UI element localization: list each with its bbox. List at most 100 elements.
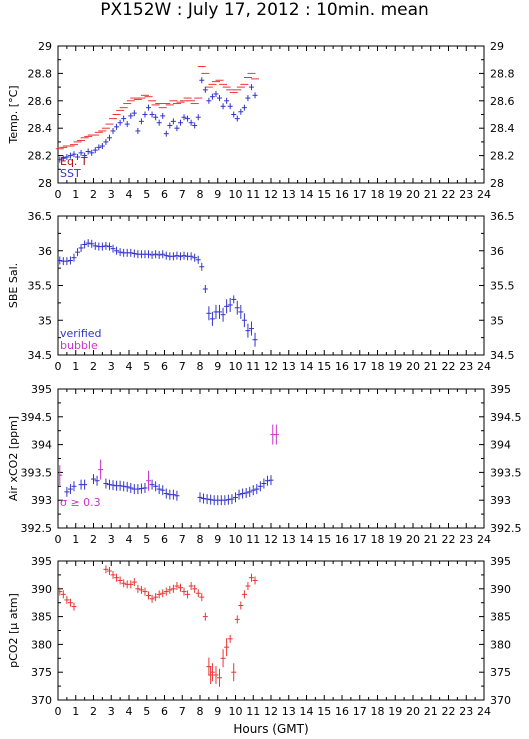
y-tick-label-left: 34.5 xyxy=(28,349,53,362)
x-tick-label: 4 xyxy=(126,360,133,373)
x-axis-label: Hours (GMT) xyxy=(233,722,308,736)
y-axis-label: Temp. [°C] xyxy=(7,85,20,144)
y-tick-label-left: 393.5 xyxy=(21,466,53,479)
x-tick-label: 16 xyxy=(335,705,349,718)
x-tick-label: 6 xyxy=(161,705,168,718)
y-tick-label-left: 385 xyxy=(31,611,52,624)
y-tick-label-left: 35 xyxy=(38,314,52,327)
y-tick-label-left: 395 xyxy=(31,555,52,568)
x-tick-label: 0 xyxy=(55,533,62,546)
x-tick-label: 15 xyxy=(317,533,331,546)
x-tick-label: 13 xyxy=(282,533,296,546)
y-tick-label-right: 35.5 xyxy=(490,280,515,293)
x-tick-label: 6 xyxy=(161,360,168,373)
x-tick-label: 23 xyxy=(459,533,473,546)
x-tick-label: 12 xyxy=(264,533,278,546)
x-tick-label: 18 xyxy=(371,533,385,546)
x-tick-label: 14 xyxy=(300,360,314,373)
y-tick-label-left: 370 xyxy=(31,694,52,707)
y-tick-label-left: 393 xyxy=(31,494,52,507)
x-tick-label: 5 xyxy=(143,533,150,546)
x-tick-label: 12 xyxy=(264,188,278,201)
x-tick-label: 0 xyxy=(55,188,62,201)
x-tick-label: 18 xyxy=(371,188,385,201)
x-tick-label: 22 xyxy=(442,533,456,546)
x-tick-label: 23 xyxy=(459,188,473,201)
x-tick-label: 11 xyxy=(246,188,260,201)
y-tick-label-right: 34.5 xyxy=(490,349,515,362)
x-tick-label: 3 xyxy=(108,188,115,201)
x-tick-label: 4 xyxy=(126,705,133,718)
x-tick-label: 13 xyxy=(282,360,296,373)
x-tick-label: 12 xyxy=(264,360,278,373)
x-tick-label: 11 xyxy=(246,533,260,546)
y-tick-label-right: 394.5 xyxy=(490,411,522,424)
x-tick-label: 10 xyxy=(229,188,243,201)
x-tick-label: 9 xyxy=(214,188,221,201)
x-tick-label: 21 xyxy=(424,533,438,546)
x-tick-label: 13 xyxy=(282,188,296,201)
x-tick-label: 4 xyxy=(126,188,133,201)
x-tick-label: 7 xyxy=(179,705,186,718)
x-tick-label: 22 xyxy=(442,360,456,373)
x-tick-label: 19 xyxy=(388,188,402,201)
x-tick-label: 12 xyxy=(264,705,278,718)
y-tick-label-right: 28.2 xyxy=(490,150,515,163)
y-tick-label-right: 385 xyxy=(490,611,511,624)
panel-salinity: 0 1 2 3 4 5 6 7 8 9 10 11 12 13 14 15 16 17 18 19 20 21 22 23 24… xyxy=(7,210,515,373)
series-pco2-data xyxy=(57,565,258,687)
x-tick-label: 21 xyxy=(424,705,438,718)
x-tick-label: 3 xyxy=(108,533,115,546)
x-tick-label: 19 xyxy=(388,705,402,718)
x-tick-label: 20 xyxy=(406,705,420,718)
y-tick-label-left: 28 xyxy=(38,177,52,190)
y-tick-label-left: 394.5 xyxy=(21,411,53,424)
x-tick-label: 2 xyxy=(90,533,97,546)
panel-pco2: 0 1 2 3 4 5 6 7 8 9 10 11 12 13 14 15 16 17 18 19 20 21 22 23 24… xyxy=(7,555,511,718)
y-tick-label-right: 36.5 xyxy=(490,210,515,223)
plot-frame xyxy=(57,45,485,184)
y-tick-label-right: 36 xyxy=(490,245,504,258)
x-tick-label: 3 xyxy=(108,360,115,373)
x-tick-label: 24 xyxy=(477,705,491,718)
x-tick-label: 24 xyxy=(477,188,491,201)
x-tick-label: 11 xyxy=(246,705,260,718)
y-tick-label-left: 390 xyxy=(31,583,52,596)
x-tick-label: 9 xyxy=(214,705,221,718)
x-tick-label: 1 xyxy=(72,360,79,373)
y-tick-label-left: 28.2 xyxy=(28,150,53,163)
y-axis-label: Air xCO2 [ppm] xyxy=(7,416,20,501)
legend-entry: bubble xyxy=(60,339,98,352)
y-tick-label-left: 29 xyxy=(38,40,52,53)
x-tick-label: 15 xyxy=(317,705,331,718)
x-tick-label: 22 xyxy=(442,705,456,718)
y-tick-label-right: 390 xyxy=(490,583,511,596)
x-tick-label: 16 xyxy=(335,360,349,373)
x-tick-label: 20 xyxy=(406,188,420,201)
x-tick-label: 19 xyxy=(388,360,402,373)
x-tick-label: 17 xyxy=(353,188,367,201)
x-tick-label: 17 xyxy=(353,533,367,546)
y-tick-label-left: 394 xyxy=(31,439,52,452)
y-tick-label-right: 28 xyxy=(490,177,504,190)
annotation-sigma: σ ≥ 0.3 xyxy=(60,496,101,509)
y-tick-label-right: 380 xyxy=(490,638,511,651)
x-tick-label: 9 xyxy=(214,533,221,546)
series-temperature-eq-t xyxy=(55,66,260,150)
x-tick-label: 9 xyxy=(214,360,221,373)
x-tick-label: 7 xyxy=(179,188,186,201)
x-tick-label: 20 xyxy=(406,533,420,546)
x-tick-label: 14 xyxy=(300,533,314,546)
x-tick-label: 0 xyxy=(55,360,62,373)
x-tick-label: 7 xyxy=(179,533,186,546)
x-tick-label: 8 xyxy=(197,533,204,546)
legend-entry: SST xyxy=(60,167,81,180)
x-tick-label: 5 xyxy=(143,188,150,201)
chart-title: PX152W : July 17, 2012 : 10min. mean xyxy=(100,0,429,20)
y-tick-label-right: 395 xyxy=(490,555,511,568)
y-tick-label-right: 375 xyxy=(490,666,511,679)
x-tick-label: 0 xyxy=(55,705,62,718)
y-tick-label-right: 370 xyxy=(490,694,511,707)
x-tick-label: 10 xyxy=(229,533,243,546)
x-tick-label: 5 xyxy=(143,705,150,718)
